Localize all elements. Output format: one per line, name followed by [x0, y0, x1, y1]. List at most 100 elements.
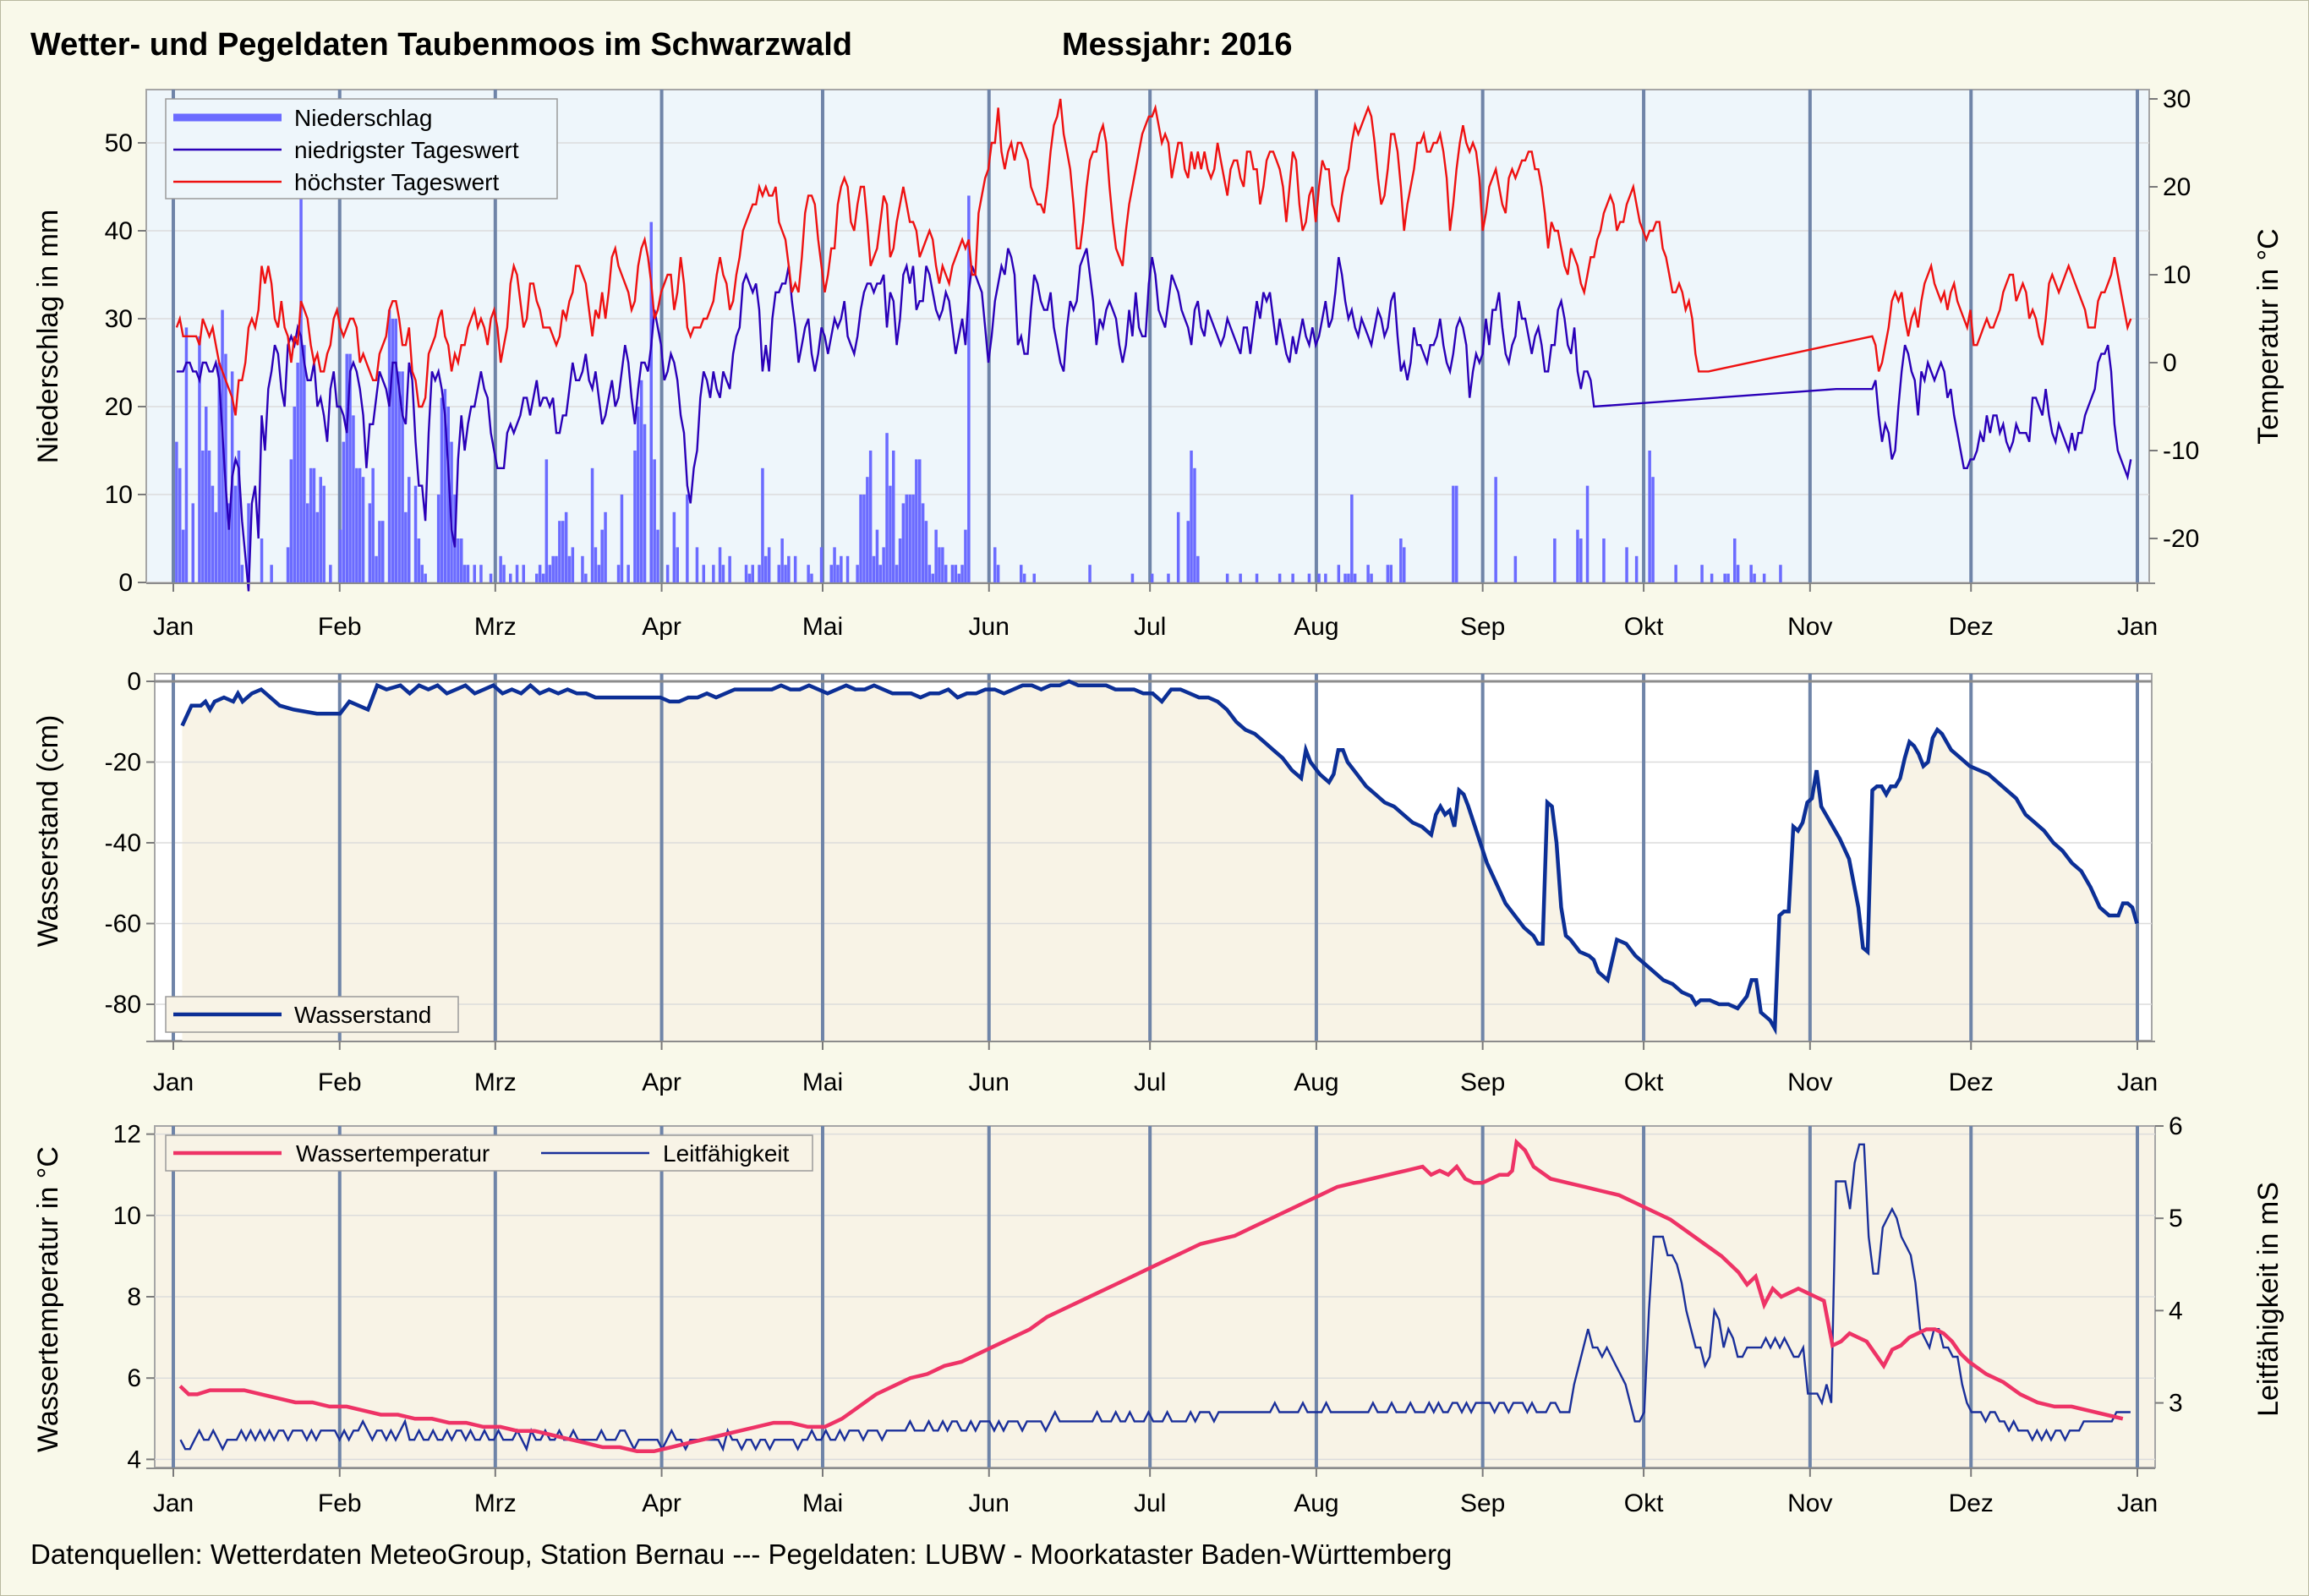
precip-bar [686, 495, 689, 582]
precip-bar [260, 538, 264, 582]
waterlevel-month-lines [172, 674, 2139, 1041]
precip-bar [944, 565, 948, 582]
x-tick-label: Aug [1294, 1069, 1338, 1096]
precip-bar [918, 459, 922, 582]
x-tick-label: Mrz [474, 613, 517, 641]
precip-bar [1553, 538, 1557, 582]
precip-bar [544, 459, 549, 582]
precip-bar [207, 451, 211, 582]
chart-title: Wetter- und Pegeldaten Taubenmoos im Sch… [30, 27, 852, 63]
precip-bar [764, 555, 768, 582]
precip-bar [967, 195, 971, 582]
watertemp-legend: Wassertemperatur Leitfähigkeit [165, 1134, 813, 1172]
precip-bar [934, 529, 938, 582]
precip-bar [1674, 565, 1677, 582]
precip-bar [1324, 573, 1327, 582]
x-tick-label: Nov [1787, 1489, 1832, 1517]
precip-bar [885, 433, 889, 582]
precip-bar [584, 573, 588, 582]
precip-bar [1625, 547, 1628, 582]
precip-bar [217, 363, 221, 582]
precip-bar [866, 477, 869, 582]
precip-bar [1749, 565, 1753, 582]
y2-tick-label: -10 [2163, 437, 2199, 465]
precip-bar [728, 555, 731, 582]
precip-bar [656, 529, 659, 582]
precip-bar [440, 397, 444, 582]
precip-bar [462, 565, 467, 582]
precip-bar [184, 327, 189, 582]
precip-bar [892, 451, 895, 582]
weather-panel: 0 10 20 30 40 50 -20 -10 0 10 20 30 Jan Feb Mrz Apr Ma… [32, 85, 2284, 641]
precip-bar [810, 573, 813, 582]
y2-tick-label: 10 [2163, 261, 2191, 289]
x-tick-label: Dez [1949, 1069, 1994, 1096]
precip-bar [1403, 547, 1406, 582]
precip-bar [1723, 573, 1726, 582]
precip-bar [793, 555, 797, 582]
precip-bar [616, 565, 621, 582]
precip-bar [908, 495, 911, 582]
precip-bar [289, 459, 293, 582]
precip-bar [368, 503, 372, 582]
precip-bar [784, 565, 787, 582]
y-tick-label: -80 [105, 991, 141, 1019]
precip-bar [502, 565, 506, 582]
precip-bar [443, 389, 447, 582]
precip-bar [1710, 573, 1714, 582]
watertemp-axis-label: Wassertemperatur in °C [32, 1146, 64, 1452]
precip-bar [845, 555, 850, 582]
precip-bar [293, 407, 296, 582]
precip-bar [1753, 573, 1756, 582]
precip-bar [1317, 573, 1321, 582]
precip-bar [1353, 573, 1357, 582]
precip-bar [1585, 485, 1589, 582]
legend-label-precip: Niederschlag [294, 105, 432, 131]
precip-bar [633, 451, 637, 582]
precip-bar [712, 565, 715, 582]
x-tick-label: Jul [1134, 1489, 1166, 1517]
y-tick-label: 6 [127, 1364, 141, 1392]
precip-bar [408, 477, 411, 582]
x-tick-label: Nov [1787, 1069, 1832, 1096]
precip-bar [960, 565, 964, 582]
precip-bar [840, 555, 843, 582]
x-tick-label: Mai [802, 1489, 843, 1517]
precip-bar [227, 503, 231, 582]
x-tick-label: Jan [2117, 613, 2158, 641]
precip-bar [535, 573, 539, 582]
precip-bar [1513, 555, 1518, 582]
y-tick-label: 4 [127, 1446, 141, 1473]
precip-bar [653, 459, 656, 582]
x-tick-label: Jan [153, 1069, 194, 1096]
precip-bar [381, 521, 385, 582]
precip-bar [927, 565, 932, 582]
legend-label-waterlevel: Wasserstand [294, 1002, 431, 1028]
precip-bar [921, 503, 925, 582]
precip-bar [247, 503, 250, 582]
y-tick-label: 20 [105, 393, 133, 421]
y-tick-label: 0 [118, 569, 133, 597]
y-tick-label: 40 [105, 217, 133, 245]
precip-bar [224, 353, 227, 582]
precip-bar [394, 319, 397, 582]
precip-bar [555, 555, 558, 582]
x-tick-label: Jul [1134, 613, 1166, 641]
precip-bar [1088, 565, 1092, 582]
waterlevel-panel: -80 -60 -40 -20 0 Jan Feb Mrz Apr Mai Jun Jul Aug Se… [32, 668, 2158, 1096]
precip-bar [473, 565, 476, 582]
precip-bar [895, 565, 899, 582]
precip-bar [1386, 565, 1390, 582]
precip-bar [561, 521, 565, 582]
precip-bar [205, 407, 208, 582]
precip-bar [1651, 477, 1655, 582]
precip-bar [319, 477, 322, 582]
precip-bar [460, 538, 463, 582]
conductivity-line [179, 1143, 2131, 1452]
precip-bar [309, 467, 313, 582]
y-tick-label: 50 [105, 129, 133, 157]
x-tick-label: Mai [802, 613, 843, 641]
precip-bar [181, 529, 185, 582]
y2-tick-label: 20 [2163, 173, 2191, 201]
precip-bar [538, 565, 542, 582]
